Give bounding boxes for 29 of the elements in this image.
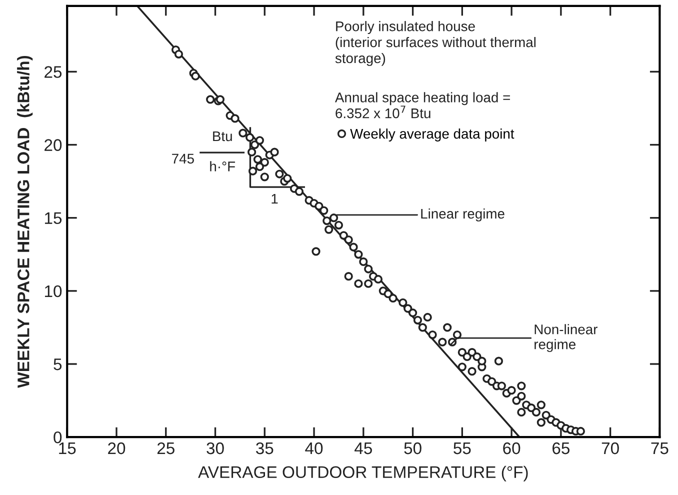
x-tick-label: 70 xyxy=(602,442,619,454)
x-tick-label: 35 xyxy=(256,442,274,454)
annotation: Annual space heating load = 6.352 x 10$^{7}$ Btu xyxy=(334,92,510,118)
x-tick-label: 65 xyxy=(552,442,570,454)
x-axis-title: AVERAGE OUTDOOR TEMPERATURE (°F) xyxy=(198,466,528,482)
annotation: Linear regime xyxy=(421,208,504,222)
x-tick-label: 55 xyxy=(454,442,471,454)
legend-label: Weekly average data point xyxy=(350,128,514,142)
annotation: 1 xyxy=(272,194,278,204)
y-tick-label: 15 xyxy=(44,212,62,224)
x-tick-label: 50 xyxy=(404,442,422,454)
y-tick-label: 25 xyxy=(44,66,62,78)
x-tick-label: 75 xyxy=(651,442,668,454)
y-tick-label: 10 xyxy=(44,285,62,298)
x-tick-label: 30 xyxy=(206,442,224,454)
y-tick-label: 5 xyxy=(54,358,62,370)
x-tick-label: 20 xyxy=(108,442,126,454)
x-tick-label: 45 xyxy=(354,442,372,454)
y-tick-label: 0 xyxy=(54,431,62,444)
annotation: Btu xyxy=(213,131,232,142)
annotation: h·°F xyxy=(210,161,236,172)
y-axis-title: WEEKLY SPACE HEATING LOAD (kBtu/h) xyxy=(17,56,33,388)
annotation: 745 xyxy=(172,154,194,164)
annotation: Non-linear regime xyxy=(534,324,598,352)
y-tick-label: 20 xyxy=(44,139,62,151)
x-tick-label: 40 xyxy=(305,442,323,454)
annotation: Poorly insulated house (interior surfaces without thermal storage) xyxy=(335,21,536,66)
x-tick-label: 60 xyxy=(503,442,520,454)
x-tick-label: 25 xyxy=(157,442,174,454)
